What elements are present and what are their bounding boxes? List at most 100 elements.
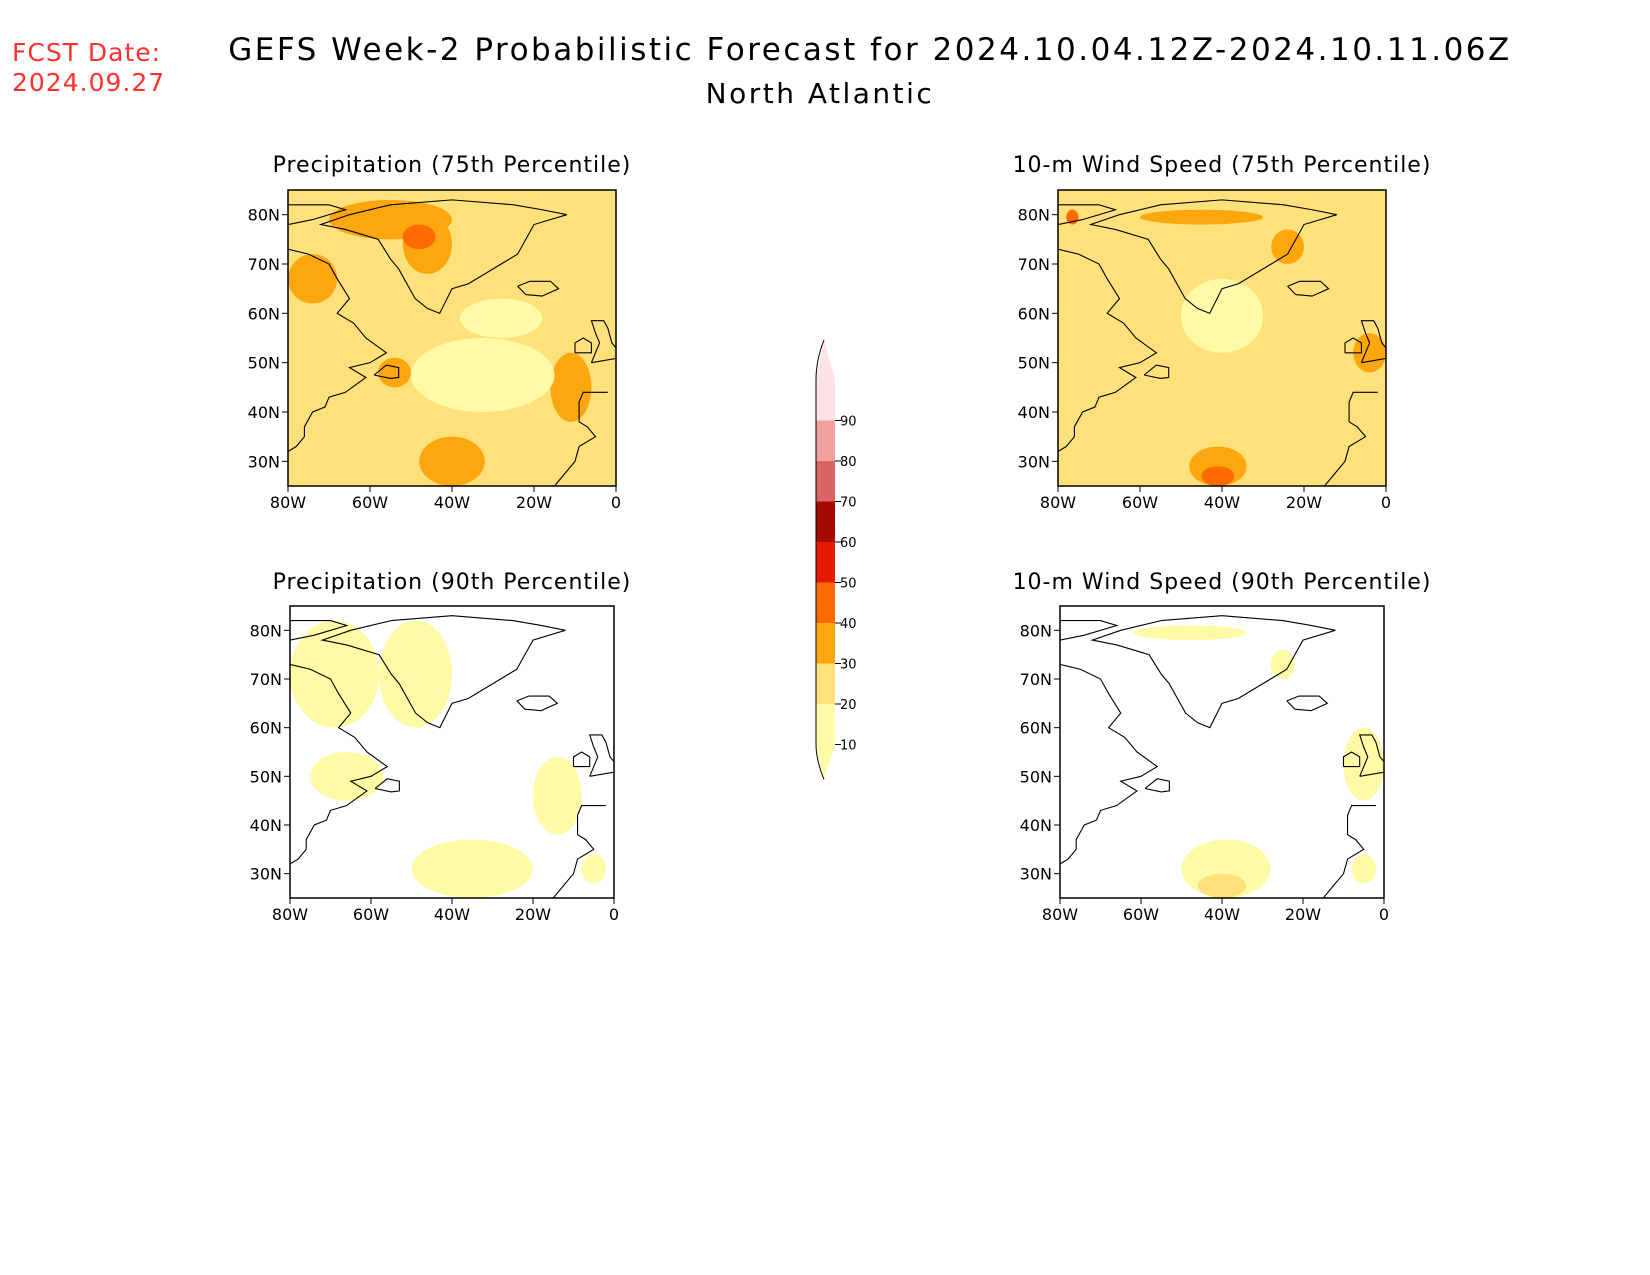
coastline — [1324, 391, 1378, 486]
lat-tick-label: 80N — [1020, 621, 1052, 640]
probability-fill — [288, 190, 616, 486]
colorbar-label: 40 — [840, 617, 857, 632]
coastline — [288, 248, 388, 452]
region-title: North Atlantic — [705, 77, 935, 110]
colorbar-swatch — [816, 420, 835, 461]
fill-region — [379, 620, 452, 728]
lat-tick-label: 60N — [248, 304, 280, 323]
lat-tick-label: 40N — [250, 816, 282, 835]
lat-tick-label: 70N — [1018, 255, 1050, 274]
lat-tick-label: 50N — [250, 767, 282, 786]
lat-tick-label: 60N — [1020, 719, 1052, 738]
probability-fill — [290, 620, 606, 898]
fill-region — [1132, 625, 1247, 641]
lat-tick-label: 70N — [250, 670, 282, 689]
lon-tick-label: 20W — [1286, 493, 1322, 512]
map-panel-3: Precipitation (90th Percentile) 80N 70N 60N… — [250, 570, 631, 924]
lon-tick-label: 40W — [1204, 493, 1240, 512]
map-panel-1: Precipitation (75th Percentile) 80N 70N 60N… — [248, 153, 632, 512]
coastline — [1360, 320, 1386, 364]
lat-tick-label: 70N — [1020, 670, 1052, 689]
colorbar-label: 20 — [840, 698, 857, 713]
lat-tick-label: 40N — [1018, 403, 1050, 422]
colorbar-swatch — [816, 663, 835, 704]
lat-tick-label: 40N — [248, 403, 280, 422]
lon-tick-label: 80W — [1042, 905, 1078, 924]
coastline — [554, 391, 608, 486]
coastline — [290, 620, 349, 641]
coastline — [552, 804, 606, 898]
fcst-date-value: 2024.09.27 — [12, 68, 166, 97]
fill-region — [1271, 229, 1304, 264]
coastlines — [288, 199, 616, 486]
colorbar-label: 80 — [840, 455, 857, 470]
lon-tick-label: 40W — [434, 905, 470, 924]
fill-region — [1201, 466, 1235, 486]
fill-region — [1140, 209, 1263, 225]
coastline — [1058, 204, 1118, 226]
coastline — [588, 734, 614, 777]
coastline — [517, 280, 560, 297]
lat-tick-label: 70N — [248, 255, 280, 274]
fill-region — [288, 190, 616, 486]
coastline — [288, 204, 348, 226]
fcst-label-text: FCST Date: — [12, 38, 162, 67]
coastline — [1088, 199, 1337, 315]
lat-tick-label: 50N — [248, 354, 280, 373]
coastline — [590, 320, 616, 364]
lat-tick-label: 30N — [1018, 452, 1050, 471]
main-title: GEFS Week-2 Probabilistic Forecast for 2… — [228, 32, 1512, 68]
coastline — [290, 663, 389, 865]
map-panel-4: 10-m Wind Speed (90th Percentile) 80N 70N 6… — [1013, 570, 1431, 924]
coastline — [318, 199, 567, 315]
lon-tick-label: 40W — [1204, 905, 1240, 924]
lon-tick-label: 0 — [611, 493, 621, 512]
panel-title: 10-m Wind Speed (75th Percentile) — [1013, 153, 1432, 178]
colorbar-label: 50 — [840, 577, 857, 592]
lat-tick-label: 60N — [250, 719, 282, 738]
lon-tick-label: 80W — [270, 493, 306, 512]
coastline — [574, 337, 592, 354]
fill-region — [1181, 278, 1263, 353]
map-panel-2: 10-m Wind Speed (75th Percentile) 80N 70N 6… — [1013, 153, 1432, 512]
lon-tick-label: 0 — [609, 905, 619, 924]
coastline — [1058, 248, 1158, 452]
coastline — [320, 615, 566, 729]
fill-region — [411, 839, 533, 898]
lon-tick-label: 60W — [1122, 493, 1158, 512]
lat-tick-label: 60N — [1018, 304, 1050, 323]
lat-tick-label: 30N — [1020, 865, 1052, 884]
coastline — [1143, 364, 1170, 380]
lat-tick-label: 30N — [250, 865, 282, 884]
colorbar-swatch — [816, 501, 835, 542]
fill-region — [1197, 873, 1247, 898]
lon-tick-label: 0 — [1379, 905, 1389, 924]
coastline — [1287, 280, 1330, 297]
lon-tick-label: 80W — [1040, 493, 1076, 512]
fill-region — [1270, 649, 1295, 680]
colorbar-swatch — [816, 461, 835, 502]
coastline — [1090, 615, 1336, 729]
lat-tick-label: 80N — [248, 206, 280, 225]
colorbar-label: 10 — [840, 739, 857, 754]
colorbar-outline — [815, 339, 825, 780]
colorbar-lower-cap — [816, 744, 835, 780]
coastline — [1344, 337, 1362, 354]
lat-tick-label: 50N — [1018, 354, 1050, 373]
fill-region — [288, 254, 338, 304]
coastline — [1358, 734, 1384, 777]
panel-title: Precipitation (75th Percentile) — [273, 153, 632, 178]
lat-tick-label: 40N — [1020, 816, 1052, 835]
colorbar-label: 90 — [840, 415, 857, 430]
colorbar-swatch — [816, 542, 835, 583]
fill-region — [378, 357, 411, 388]
fill-region — [419, 436, 485, 486]
lon-tick-label: 60W — [353, 905, 389, 924]
lon-tick-label: 60W — [352, 493, 388, 512]
colorbar-upper-cap — [816, 340, 835, 380]
colorbar-label: 30 — [840, 658, 857, 673]
fill-region — [550, 352, 592, 422]
fill-region — [310, 752, 384, 801]
lon-tick-label: 60W — [1123, 905, 1159, 924]
